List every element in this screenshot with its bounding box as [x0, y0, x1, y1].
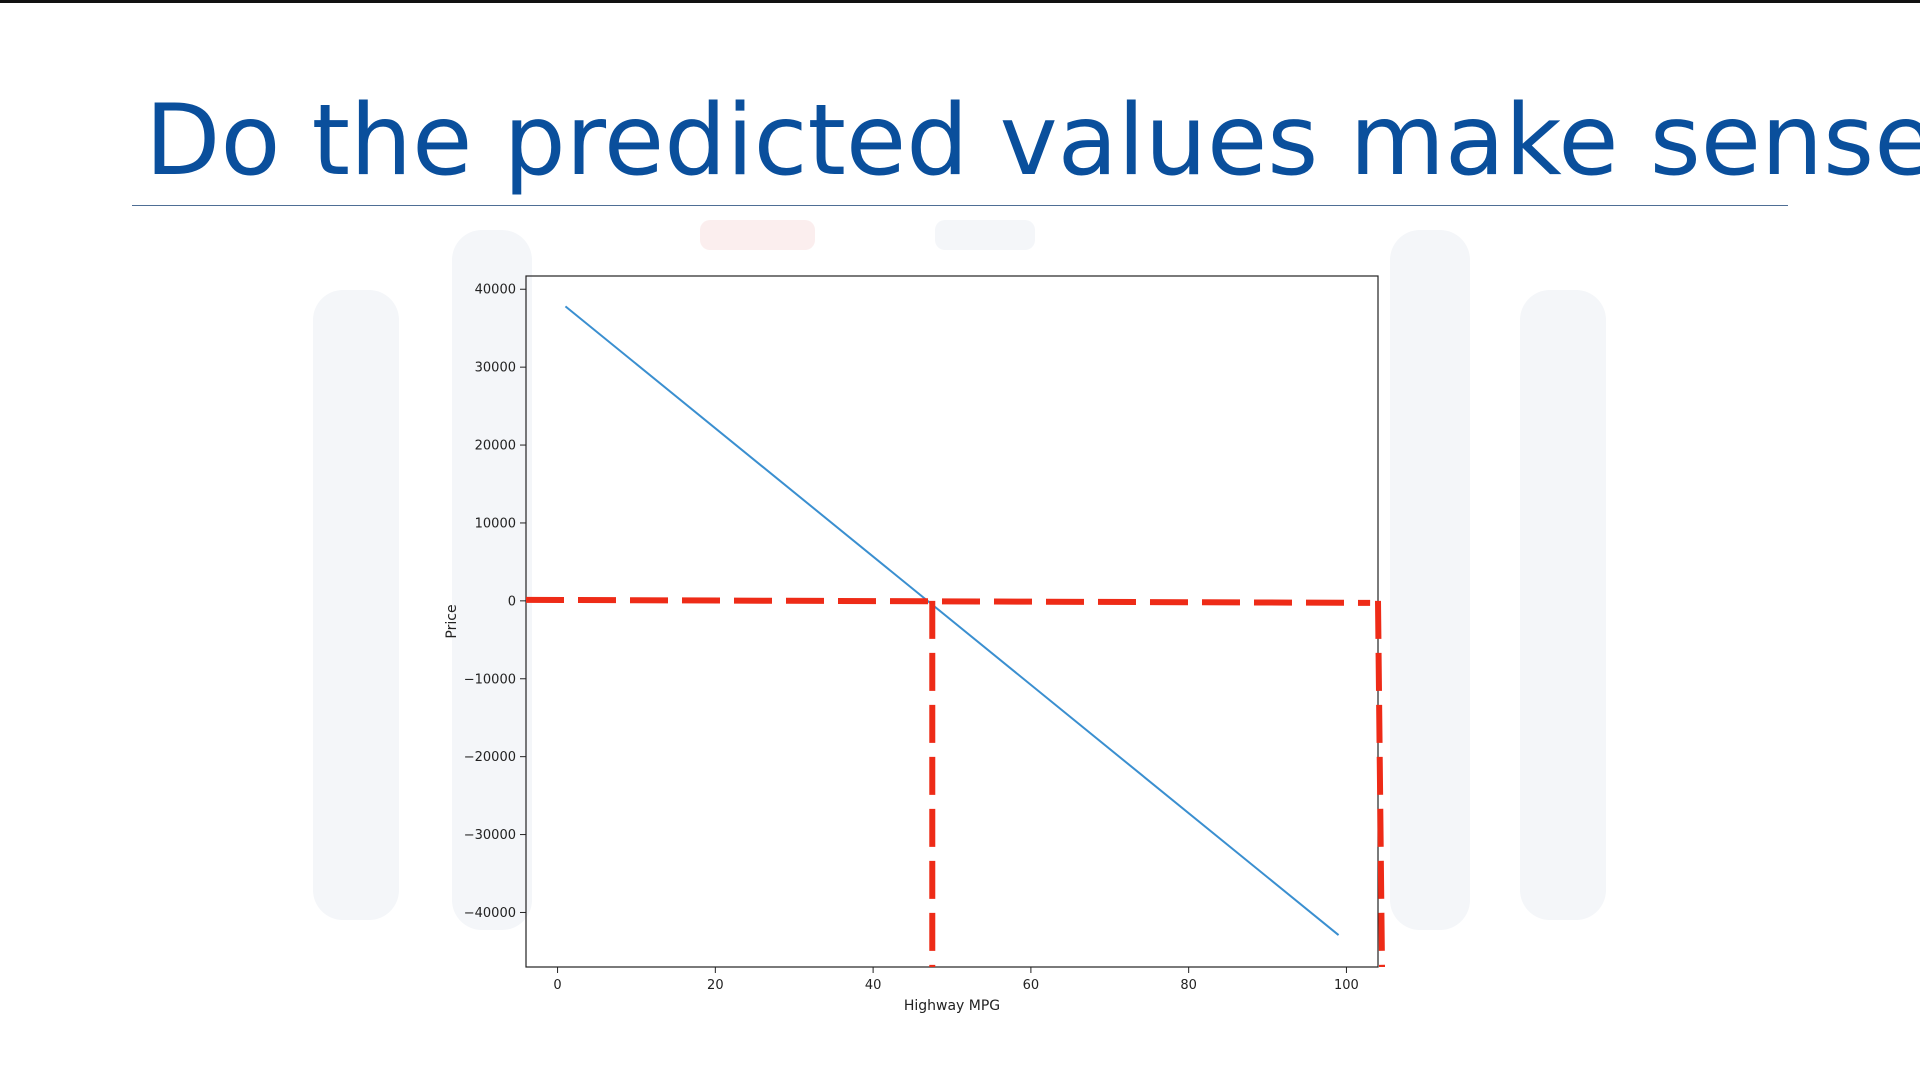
x-tick-label: 60	[1023, 978, 1040, 993]
y-tick-label: 10000	[475, 516, 516, 531]
y-tick-label: −20000	[464, 750, 516, 765]
x-tick-label: 20	[707, 978, 724, 993]
watermark-left-outer	[313, 290, 399, 920]
x-tick-label: 0	[553, 978, 561, 993]
y-tick-label: −30000	[464, 828, 516, 843]
watermark-right-inner	[1390, 230, 1470, 930]
series-line	[564, 305, 1340, 936]
x-axis-label: Highway MPG	[904, 998, 1000, 1014]
x-tick-label: 40	[865, 978, 882, 993]
watermark-right-outer	[1520, 290, 1606, 920]
title-underline	[132, 205, 1788, 206]
top-border	[0, 0, 1920, 3]
watermark-left-inner	[452, 230, 532, 930]
y-tick-label: 40000	[475, 283, 516, 298]
dashed-vertical-line	[1375, 600, 1385, 968]
dashed-zero-line	[525, 596, 1371, 606]
y-tick-label: −10000	[464, 672, 516, 687]
chart-axes: 0 20 40 60 80 100 40000 30000 20000 10000 0 −10000 −…	[444, 275, 1379, 1014]
watermark-top-right	[935, 220, 1035, 250]
chart-series	[564, 305, 1340, 936]
y-tick-label: 0	[508, 594, 516, 609]
x-tick-label: 80	[1180, 978, 1197, 993]
dashed-overlay	[525, 596, 1385, 968]
y-tick-label: 30000	[475, 361, 516, 376]
y-tick-label: 20000	[475, 439, 516, 454]
slide-title: Do the predicted values make sense	[145, 84, 1920, 198]
watermark-top-left	[700, 220, 815, 250]
y-tick-label: −40000	[464, 906, 516, 921]
x-tick-label: 100	[1334, 978, 1359, 993]
y-axis-label: Price	[444, 604, 460, 638]
